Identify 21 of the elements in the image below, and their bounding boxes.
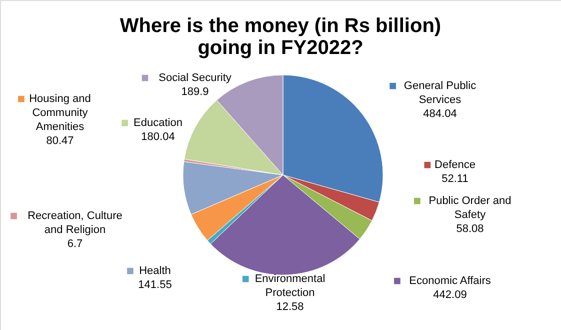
data-label: 484.04 <box>423 108 457 120</box>
data-label: 189.9 <box>181 86 209 98</box>
legend-label: Housing and Community Amenities <box>29 93 91 133</box>
data-label: 52.11 <box>442 173 468 185</box>
data-label: 180.04 <box>141 131 175 143</box>
legend-label: Defence <box>434 159 476 171</box>
data-label: 141.55 <box>138 279 172 291</box>
legend-label: Public Order and Safety <box>428 195 512 221</box>
legend-label: Education <box>134 117 182 129</box>
legend-label: Social Security <box>158 72 232 84</box>
data-label: 12.58 <box>276 301 304 313</box>
legend-label: Environmental Protection <box>254 273 326 299</box>
legend-label: Health <box>139 265 171 277</box>
data-label: 6.7 <box>67 238 83 250</box>
data-label: 442.09 <box>433 289 467 301</box>
data-label: 58.08 <box>456 223 484 235</box>
chart-title: Where is the money (in Rs billion) going in FY2022? <box>120 15 442 59</box>
data-label: 80.47 <box>46 135 74 147</box>
legend-label: Recreation, Culture and Religion <box>28 210 122 236</box>
legend-label: Economic Affairs <box>409 275 492 287</box>
legend-label: General Public Services <box>404 80 477 106</box>
